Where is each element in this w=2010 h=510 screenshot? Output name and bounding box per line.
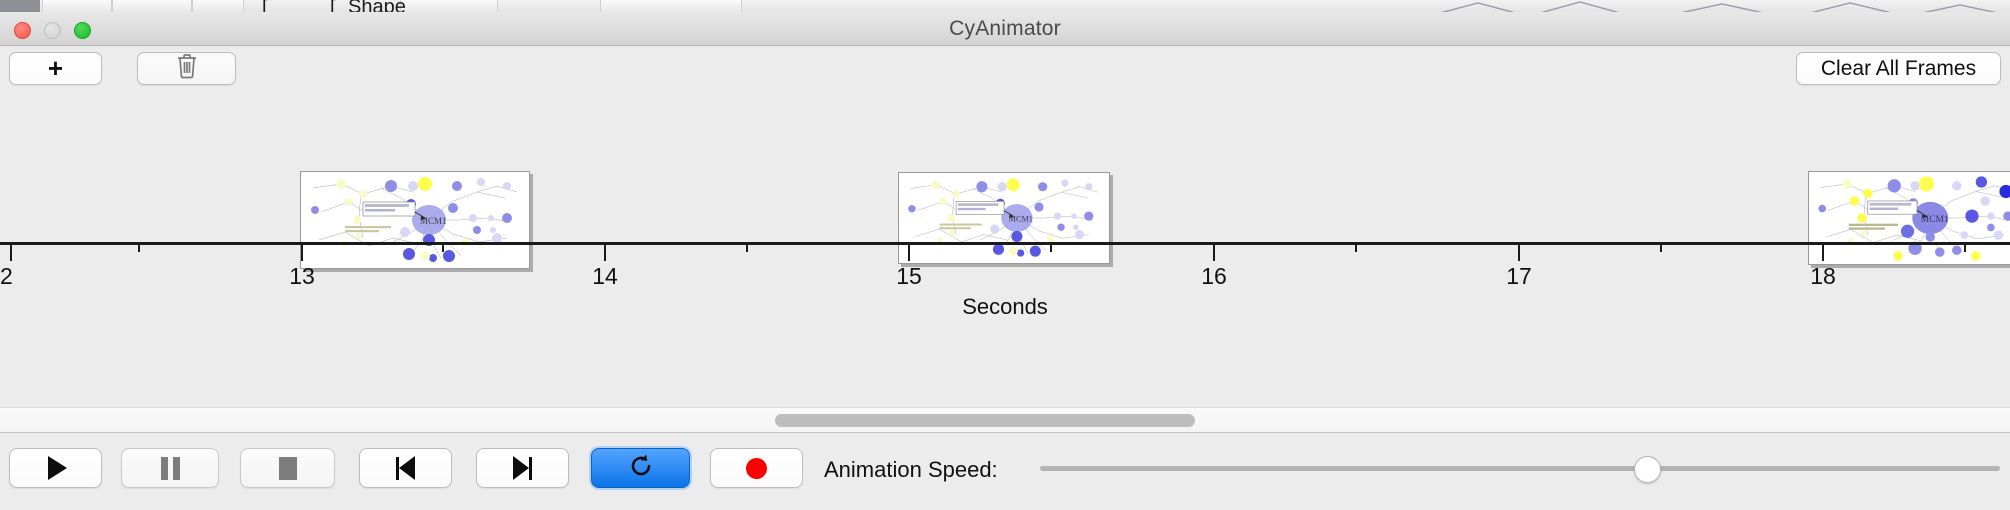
play-button[interactable]: [9, 448, 102, 488]
axis-tick-minor: [1050, 242, 1052, 252]
axis-tick-minor: [1355, 242, 1357, 252]
bg-toolbar-chunk: [192, 0, 244, 12]
axis-tick-label: 16: [1201, 263, 1227, 289]
animation-speed-slider-thumb[interactable]: [1634, 456, 1661, 483]
add-frame-button[interactable]: +: [9, 52, 102, 85]
bg-app-label: Shape: [348, 0, 406, 12]
axis-tick-label: 18: [1810, 263, 1836, 289]
bg-dark-chunk: [0, 0, 40, 12]
pause-button[interactable]: [121, 448, 219, 488]
axis-tick-minor: [442, 242, 444, 252]
axis-tick-major: [1822, 242, 1824, 261]
list-item[interactable]: MCM1: [898, 172, 1110, 264]
axis-tick-major: [10, 242, 12, 261]
list-item[interactable]: MCM1: [1808, 171, 2010, 265]
bg-toolbar-chunk: [400, 0, 498, 12]
stop-icon: [278, 456, 297, 480]
network-thumbnail: MCM1: [301, 172, 529, 268]
animation-speed-label: Animation Speed:: [824, 457, 998, 482]
axis-tick-minor: [1964, 242, 1966, 252]
network-thumbnail: MCM1: [899, 173, 1109, 263]
scrollbar-thumb[interactable]: [775, 414, 1195, 427]
delete-frame-button[interactable]: [137, 52, 236, 85]
svg-text:MCM1: MCM1: [1921, 215, 1949, 225]
bg-toolbar-chunk: [42, 0, 112, 12]
refresh-loop-icon: [628, 453, 654, 484]
axis-tick-major: [1213, 242, 1215, 261]
axis-tick-minor: [138, 242, 140, 252]
svg-text:MCM1: MCM1: [1009, 215, 1033, 224]
loop-button[interactable]: [591, 448, 690, 488]
bg-toolbar-chunk: [600, 0, 742, 12]
play-icon: [48, 456, 67, 480]
previous-frame-button[interactable]: [359, 448, 452, 488]
scrollbar[interactable]: [0, 407, 2010, 433]
timeline-axis: [0, 242, 2010, 245]
bg-network-edges: [1430, 0, 2010, 12]
axis-tick-minor: [1660, 242, 1662, 252]
axis-tick-major: [908, 242, 910, 261]
pause-icon: [160, 456, 180, 480]
stop-button[interactable]: [240, 448, 335, 488]
bg-glyph-bracket: [: [262, 0, 268, 12]
animation-speed-slider[interactable]: [1040, 466, 2000, 471]
axis-tick-label: 13: [289, 263, 315, 289]
axis-tick-label: 14: [592, 263, 618, 289]
trash-icon: [176, 53, 198, 84]
skip-back-icon: [396, 456, 415, 480]
axis-tick-label: 17: [1506, 263, 1532, 289]
svg-text:MCM1: MCM1: [420, 216, 447, 226]
close-icon[interactable]: [14, 22, 31, 39]
clear-all-frames-button[interactable]: Clear All Frames: [1796, 52, 2001, 85]
axis-tick-label: 12: [0, 263, 13, 289]
record-circle-icon: [746, 457, 767, 479]
next-frame-button[interactable]: [476, 448, 569, 488]
timeline-panel[interactable]: MCM1: [0, 87, 2010, 407]
background-app-strip: [ [ Shape: [0, 0, 2010, 12]
playback-controlbar: Animation Speed:: [0, 432, 2010, 510]
record-button[interactable]: [710, 448, 803, 488]
axis-title: Seconds: [962, 294, 1048, 319]
plus-icon: +: [47, 52, 64, 83]
axis-tick-minor: [746, 242, 748, 252]
skip-forward-icon: [513, 456, 532, 480]
window-titlebar: CyAnimator: [0, 12, 2010, 46]
axis-tick-major: [1518, 242, 1520, 261]
bg-glyph-bracket: [: [330, 0, 336, 12]
frames-toolbar: + Clear All Frames: [0, 46, 2010, 88]
clear-all-frames-label: Clear All Frames: [1820, 56, 1977, 80]
axis-tick-label: 15: [896, 263, 922, 289]
maximize-icon[interactable]: [74, 22, 91, 39]
page-title: CyAnimator: [949, 17, 1061, 40]
axis-tick-major: [604, 242, 606, 261]
axis-tick-major: [301, 242, 303, 261]
network-thumbnail: MCM1: [1809, 172, 2010, 264]
list-item[interactable]: MCM1: [300, 171, 530, 269]
minimize-icon[interactable]: [44, 22, 61, 39]
bg-toolbar-chunk: [112, 0, 192, 12]
